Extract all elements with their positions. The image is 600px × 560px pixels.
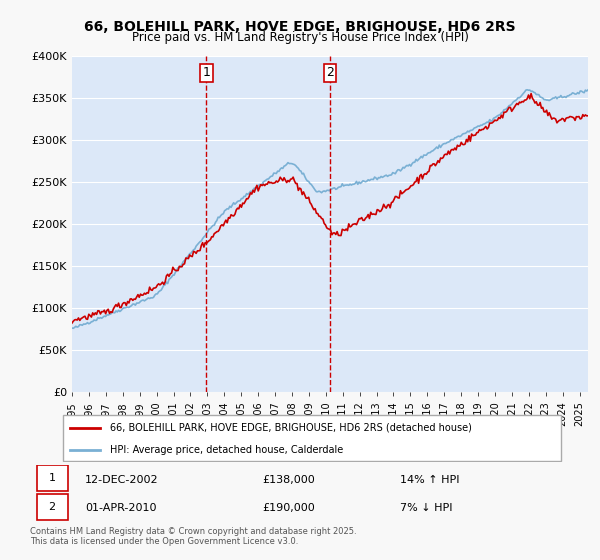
Text: 1: 1	[203, 66, 211, 79]
Text: 12-DEC-2002: 12-DEC-2002	[85, 474, 159, 484]
FancyBboxPatch shape	[37, 494, 68, 520]
Text: 7% ↓ HPI: 7% ↓ HPI	[400, 503, 452, 513]
Text: 01-APR-2010: 01-APR-2010	[85, 503, 157, 513]
Text: 66, BOLEHILL PARK, HOVE EDGE, BRIGHOUSE, HD6 2RS: 66, BOLEHILL PARK, HOVE EDGE, BRIGHOUSE,…	[84, 20, 516, 34]
Text: 14% ↑ HPI: 14% ↑ HPI	[400, 474, 460, 484]
Text: 1: 1	[49, 473, 56, 483]
Text: £190,000: £190,000	[262, 503, 314, 513]
Text: HPI: Average price, detached house, Calderdale: HPI: Average price, detached house, Cald…	[110, 445, 344, 455]
FancyBboxPatch shape	[62, 416, 562, 461]
Text: 2: 2	[49, 502, 56, 512]
Text: Price paid vs. HM Land Registry's House Price Index (HPI): Price paid vs. HM Land Registry's House …	[131, 31, 469, 44]
Text: 66, BOLEHILL PARK, HOVE EDGE, BRIGHOUSE, HD6 2RS (detached house): 66, BOLEHILL PARK, HOVE EDGE, BRIGHOUSE,…	[110, 423, 472, 433]
Text: 2: 2	[326, 66, 334, 79]
FancyBboxPatch shape	[37, 465, 68, 491]
Text: Contains HM Land Registry data © Crown copyright and database right 2025.
This d: Contains HM Land Registry data © Crown c…	[30, 526, 356, 546]
Text: £138,000: £138,000	[262, 474, 314, 484]
